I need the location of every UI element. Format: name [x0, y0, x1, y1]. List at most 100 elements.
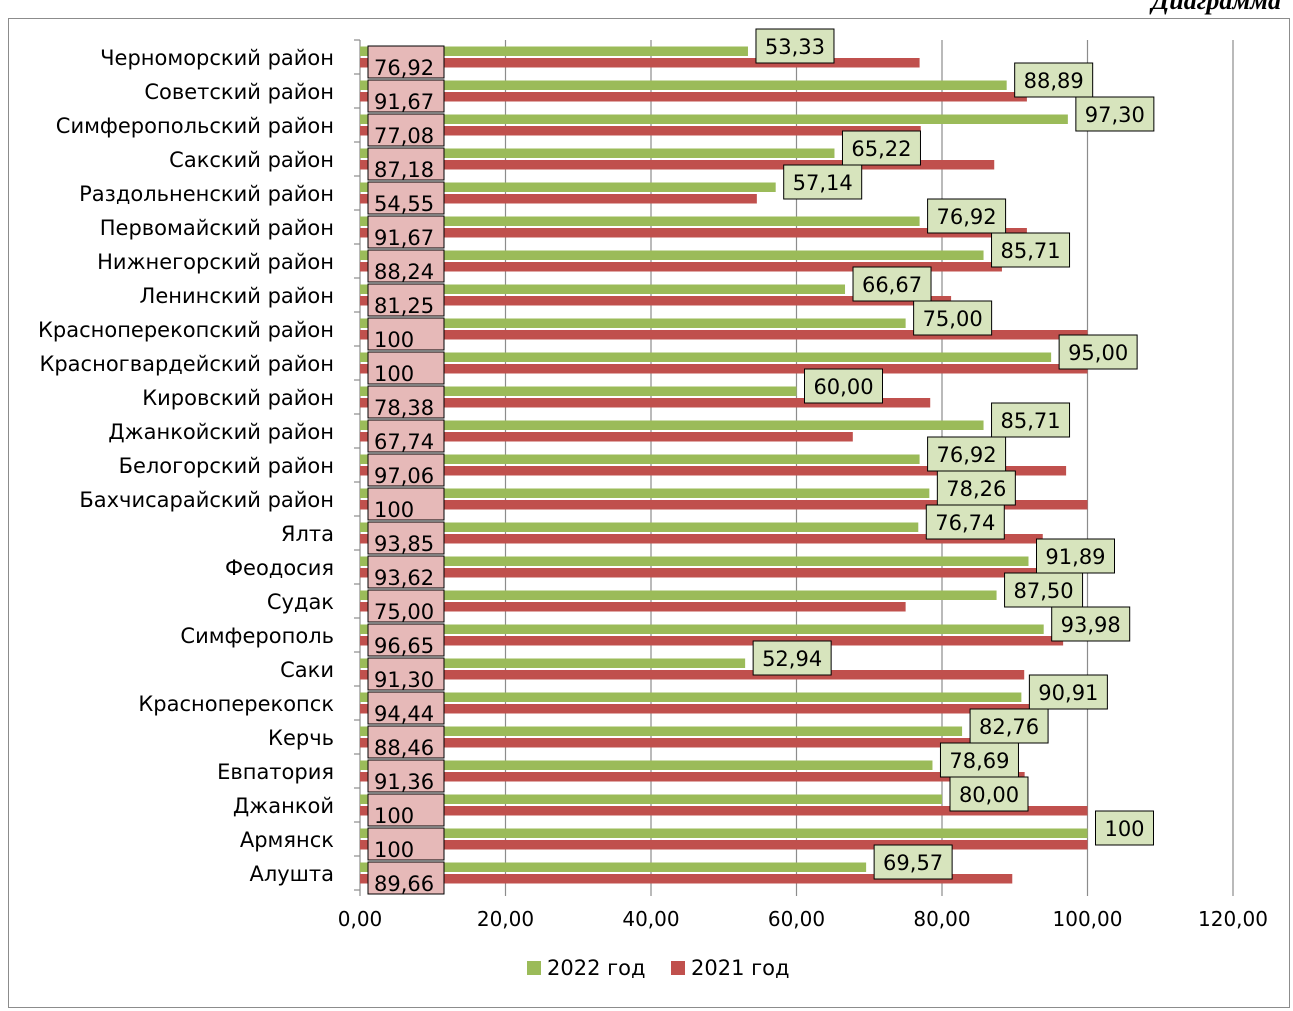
data-label-2021: 89,66: [367, 861, 445, 896]
data-label-2022-box: [1035, 538, 1115, 574]
data-label-2022: 91,89: [1035, 538, 1115, 574]
bar-2021: [360, 160, 995, 170]
bar-2022: [360, 420, 984, 430]
bar-2021: [360, 466, 1067, 476]
data-label-2022: 69,57: [873, 844, 953, 880]
data-label-2021: 78,38: [367, 385, 445, 420]
data-label-2021-box: [367, 181, 445, 215]
data-label-2021-text: 100: [374, 804, 414, 828]
category-label: Симферополь: [180, 624, 334, 648]
data-label-2021: 81,25: [367, 283, 445, 318]
data-label-2022-text: 69,57: [883, 851, 943, 875]
data-label-2021-text: 81,25: [374, 294, 434, 318]
data-label-2022-box: [1075, 96, 1155, 132]
category-label: Черноморский район: [100, 46, 334, 70]
data-label-2021-box: [367, 861, 445, 895]
data-label-2022: 97,30: [1075, 96, 1155, 132]
x-tick-label: 100,00: [1053, 907, 1123, 931]
data-label-2021-text: 91,67: [374, 226, 434, 250]
data-label-2021: 100: [367, 487, 445, 522]
data-label-2022-text: 65,22: [851, 137, 911, 161]
x-tick-label: 60,00: [768, 907, 825, 931]
data-label-2021-text: 97,06: [374, 464, 434, 488]
data-label-2022-box: [873, 844, 953, 880]
data-label-2021: 87,18: [367, 147, 445, 182]
data-label-2021: 96,65: [367, 623, 445, 658]
data-label-2022-box: [949, 776, 1029, 812]
data-label-2021-text: 100: [374, 362, 414, 386]
data-label-2021-box: [367, 79, 445, 113]
data-label-2021-text: 54,55: [374, 192, 434, 216]
data-label-2021: 54,55: [367, 181, 445, 216]
bar-2021: [360, 840, 1088, 850]
data-label-2021-box: [367, 691, 445, 725]
data-label-2022: 65,22: [841, 130, 921, 166]
bar-2022: [360, 216, 920, 226]
data-label-2022-text: 100: [1104, 817, 1144, 841]
data-label-2021: 100: [367, 317, 445, 352]
category-label: Ленинский район: [140, 284, 334, 308]
data-label-2022-text: 82,76: [979, 715, 1039, 739]
category-label: Первомайский район: [100, 216, 334, 240]
data-label-2022: 82,76: [969, 708, 1049, 744]
data-label-2021-text: 100: [374, 328, 414, 352]
bar-2022: [360, 624, 1044, 634]
data-label-2022-text: 52,94: [762, 647, 822, 671]
category-label: Евпатория: [217, 760, 334, 784]
data-label-2021-box: [367, 283, 445, 317]
data-label-2021-text: 77,08: [374, 124, 434, 148]
data-label-2022-box: [969, 708, 1049, 744]
bar-2022: [360, 760, 933, 770]
bar-2022: [360, 386, 797, 396]
bar-2021: [360, 432, 853, 442]
data-label-2021-text: 91,36: [374, 770, 434, 794]
bar-2021: [360, 636, 1064, 646]
data-label-2021-box: [367, 215, 445, 249]
category-label: Красноперекопский район: [38, 318, 334, 342]
data-label-2021-text: 96,65: [374, 634, 434, 658]
data-label-2022: 95,00: [1058, 334, 1138, 370]
data-label-2021-box: [367, 317, 445, 351]
data-label-2022-text: 75,00: [923, 307, 983, 331]
data-label-2022: 80,00: [949, 776, 1029, 812]
data-label-2022-text: 95,00: [1068, 341, 1128, 365]
bar-2021: [360, 704, 1048, 714]
legend-swatch-2022: [527, 961, 541, 975]
x-tick-label: 80,00: [913, 907, 970, 931]
data-label-2021-box: [367, 759, 445, 793]
data-label-2021-text: 78,38: [374, 396, 434, 420]
data-label-2022-text: 76,92: [937, 205, 997, 229]
data-label-2021: 67,74: [367, 419, 445, 454]
data-label-2022-box: [913, 300, 993, 336]
bar-2021: [360, 126, 921, 136]
category-label: Сакский район: [169, 148, 334, 172]
bar-2022: [360, 862, 867, 872]
data-label-2022-box: [927, 198, 1007, 234]
data-label-2021-box: [367, 113, 445, 147]
legend-label-2021: 2021 год: [691, 956, 790, 980]
data-label-2022-box: [841, 130, 921, 166]
category-label: Судак: [267, 590, 334, 614]
bar-2022: [360, 794, 942, 804]
category-label: Симферопольский район: [56, 114, 334, 138]
data-label-2022: 85,71: [991, 402, 1071, 438]
bar-2021: [360, 568, 1042, 578]
bar-2022: [360, 488, 930, 498]
data-label-2022: 66,67: [852, 266, 932, 302]
legend-swatch-2021: [671, 961, 685, 975]
data-label-2021: 93,62: [367, 555, 445, 590]
data-label-2021: 100: [367, 827, 445, 862]
data-label-2022-text: 97,30: [1085, 103, 1145, 127]
data-label-2021: 76,92: [367, 45, 445, 80]
data-label-2021: 93,85: [367, 521, 445, 556]
bar-2021: [360, 228, 1027, 238]
category-label: Джанкой: [233, 794, 334, 818]
data-label-2022-text: 85,71: [1000, 239, 1060, 263]
data-label-2021-text: 93,85: [374, 532, 434, 556]
data-label-2021-text: 93,62: [374, 566, 434, 590]
data-label-2022: 76,74: [925, 504, 1005, 540]
data-label-2021-text: 76,92: [374, 56, 434, 80]
data-label-2022: 90,91: [1028, 674, 1108, 710]
data-label-2021-text: 91,30: [374, 668, 434, 692]
